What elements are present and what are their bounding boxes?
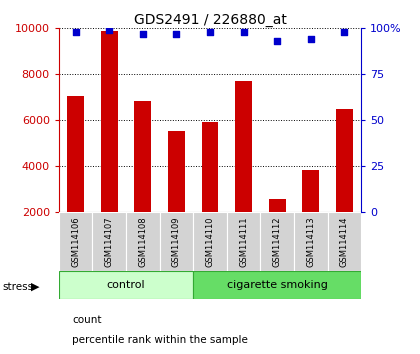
Text: GSM114111: GSM114111 bbox=[239, 216, 248, 267]
Bar bbox=[193, 271, 361, 299]
Bar bbox=[59, 212, 92, 271]
Point bbox=[106, 27, 113, 33]
Text: ▶: ▶ bbox=[31, 282, 39, 292]
Point bbox=[307, 36, 314, 42]
Text: GSM114112: GSM114112 bbox=[273, 216, 282, 267]
Text: stress: stress bbox=[2, 282, 33, 292]
Bar bbox=[227, 212, 260, 271]
Point bbox=[139, 31, 146, 37]
Text: percentile rank within the sample: percentile rank within the sample bbox=[72, 335, 248, 345]
Bar bbox=[202, 121, 218, 212]
Bar bbox=[92, 212, 126, 271]
Point bbox=[341, 29, 348, 35]
Point bbox=[173, 31, 180, 37]
Text: GSM114108: GSM114108 bbox=[138, 216, 147, 267]
Point bbox=[274, 38, 281, 44]
Bar bbox=[67, 96, 84, 212]
Bar bbox=[235, 81, 252, 212]
Bar bbox=[302, 170, 319, 212]
Bar bbox=[193, 212, 227, 271]
Text: count: count bbox=[72, 315, 102, 325]
Bar bbox=[59, 271, 193, 299]
Bar bbox=[126, 212, 160, 271]
Bar bbox=[294, 212, 328, 271]
Bar bbox=[168, 131, 185, 212]
Text: GSM114113: GSM114113 bbox=[306, 216, 315, 267]
Point bbox=[72, 29, 79, 35]
Text: GSM114107: GSM114107 bbox=[105, 216, 114, 267]
Title: GDS2491 / 226880_at: GDS2491 / 226880_at bbox=[134, 13, 286, 27]
Bar bbox=[336, 109, 353, 212]
Point bbox=[207, 29, 213, 35]
Text: control: control bbox=[107, 280, 145, 290]
Text: cigarette smoking: cigarette smoking bbox=[227, 280, 328, 290]
Bar bbox=[134, 101, 151, 212]
Bar bbox=[269, 199, 286, 212]
Text: GSM114114: GSM114114 bbox=[340, 216, 349, 267]
Text: GSM114110: GSM114110 bbox=[205, 216, 215, 267]
Point bbox=[240, 29, 247, 35]
Text: GSM114109: GSM114109 bbox=[172, 216, 181, 267]
Bar bbox=[101, 31, 118, 212]
Bar bbox=[160, 212, 193, 271]
Bar bbox=[328, 212, 361, 271]
Bar bbox=[260, 212, 294, 271]
Text: GSM114106: GSM114106 bbox=[71, 216, 80, 267]
